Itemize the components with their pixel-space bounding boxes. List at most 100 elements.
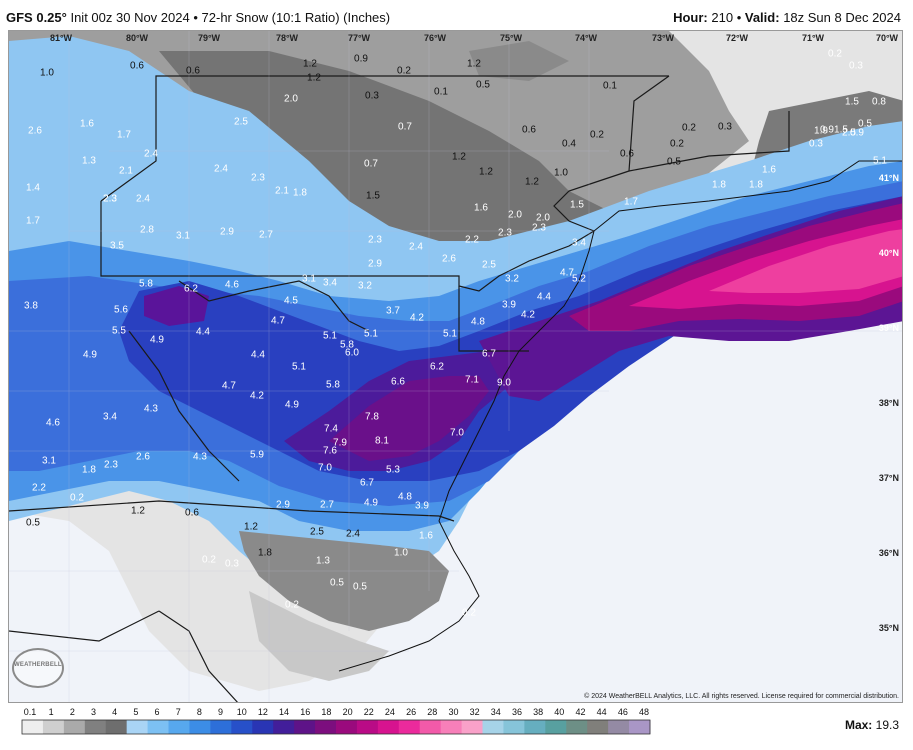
snowfall-value-label: 0.2 xyxy=(828,49,842,60)
snowfall-value-label: 2.4 xyxy=(409,242,423,253)
scale-tick-label: 44 xyxy=(597,707,607,717)
snowfall-value-labels: 1.0 0.6 0.6 1.2 1.2 0.9 0.2 1.2 0.5 0.1 0.3 1.6 2.6 1… xyxy=(24,49,887,619)
snowfall-value-label: 0.8 xyxy=(872,97,886,108)
snowfall-value-label: 1.8 xyxy=(293,188,307,199)
hour-value: 210 xyxy=(711,10,734,25)
snowfall-value-label: 0.6 xyxy=(185,508,199,519)
snowfall-value-label: 4.3 xyxy=(144,404,158,415)
scale-swatch xyxy=(273,720,295,734)
scale-tick-label: 2 xyxy=(70,707,75,717)
snowfall-value-label: 2.9 xyxy=(220,227,234,238)
snowfall-value-label: 4.7 xyxy=(222,381,236,392)
snowfall-value-label: 0.5 xyxy=(858,119,872,130)
scale-swatch xyxy=(545,720,567,734)
scale-tick-label: 8 xyxy=(197,707,202,717)
snow-band-nc2 xyxy=(249,591,389,681)
scale-swatch xyxy=(629,720,651,734)
snowfall-value-label: 2.9 xyxy=(276,500,290,511)
scale-tick-label: 32 xyxy=(470,707,480,717)
snowfall-value-label: 3.9 xyxy=(502,300,516,311)
snowfall-value-label: 0.3 xyxy=(809,139,823,150)
snowfall-value-label: 3.2 xyxy=(505,274,519,285)
latitude-ticks: 41°N 40°N 39°N 38°N 37°N 36°N 35°N xyxy=(879,173,899,633)
longitude-tick: 78°W xyxy=(276,33,299,43)
scale-tick-label: 18 xyxy=(321,707,331,717)
county-grid-v xyxy=(68,31,590,702)
scale-border xyxy=(21,719,651,735)
snowfall-value-label: 2.3 xyxy=(532,223,546,234)
scale-swatch xyxy=(587,720,609,734)
longitude-tick: 72°W xyxy=(726,33,749,43)
scale-tick-label: 42 xyxy=(575,707,585,717)
longitude-tick: 70°W xyxy=(876,33,899,43)
snowfall-value-label: 2.3 xyxy=(103,194,117,205)
snowfall-value-label: 1.2 xyxy=(131,506,145,517)
snowfall-value-label: 0.2 xyxy=(285,600,299,611)
header-bar: GFS 0.25° Init 00z 30 Nov 2024 • 72-hr S… xyxy=(0,0,913,30)
snowfall-value-label: 0.3 xyxy=(225,559,239,570)
snowfall-value-label: 0.7 xyxy=(364,159,378,170)
snowfall-value-label: 0.2 xyxy=(202,555,216,566)
snowfall-value-label: 1.8 xyxy=(749,180,763,191)
snowfall-value-label: 0.4 xyxy=(562,139,576,150)
snowfall-value-label: 3.9 xyxy=(415,501,429,512)
scale-swatch xyxy=(566,720,588,734)
snowfall-value-label: 0.6 xyxy=(522,125,536,136)
snowfall-value-label: 0.1 xyxy=(434,87,448,98)
snowfall-value-label: 4.5 xyxy=(284,296,298,307)
longitude-tick: 71°W xyxy=(802,33,825,43)
scale-tick-label: 4 xyxy=(112,707,117,717)
snowfall-value-label: 3.5 xyxy=(110,241,124,252)
snow-band-2 xyxy=(159,51,609,246)
wv-va-border xyxy=(128,330,240,482)
scale-swatch xyxy=(336,720,358,734)
scale-swatch xyxy=(440,720,463,734)
snowfall-value-label: 1.7 xyxy=(117,130,131,141)
snowfall-value-label: 0.3 xyxy=(365,91,379,102)
snowfall-value-label: 2.3 xyxy=(103,194,117,205)
scale-tick-label: 9 xyxy=(218,707,223,717)
scale-tick-label: 10 xyxy=(237,707,247,717)
snowfall-value-label: 2.2 xyxy=(465,235,479,246)
longitude-tick: 75°W xyxy=(500,33,523,43)
latitude-tick: 40°N xyxy=(879,248,899,258)
color-scale-legend: 0.1 1 2 3 4 5 6 7 8 9 10 12 14 16 18 20 22 24 26 28 30 32 34 36… xyxy=(21,707,651,735)
snowfall-value-label: 1.2 xyxy=(525,177,539,188)
latitude-tick: 36°N xyxy=(879,548,899,558)
snowfall-value-label: 0.7 xyxy=(398,122,412,133)
snowfall-value-label: 6.7 xyxy=(360,478,374,489)
scale-tick-label: 30 xyxy=(448,707,458,717)
snowfall-value-label: 2.5 xyxy=(234,117,248,128)
coastline xyxy=(338,160,902,672)
snowfall-value-label: 1.4 xyxy=(26,183,40,194)
snowfall-value-label: 0.2 xyxy=(670,139,684,150)
longitude-tick: 79°W xyxy=(198,33,221,43)
latitude-tick: 35°N xyxy=(879,623,899,633)
snowfall-value-label: 5.9 xyxy=(250,450,264,461)
snowfall-value-label: 0.9 xyxy=(354,54,368,65)
snowfall-value-label: 2.1 xyxy=(119,166,133,177)
county-lines xyxy=(9,31,902,702)
snowfall-value-label: 7.8 xyxy=(365,412,379,423)
scale-tick-label: 1 xyxy=(49,707,54,717)
scale-tick-label: 36 xyxy=(512,707,522,717)
scale-swatch xyxy=(503,720,525,734)
snowfall-value-label: 5.1 xyxy=(443,329,457,340)
scale-tick-label: 24 xyxy=(385,707,395,717)
snowfall-value-label: 3.1 xyxy=(176,231,190,242)
snowfall-value-label: 4.4 xyxy=(196,327,210,338)
model-name: GFS 0.25° xyxy=(6,10,67,25)
longitude-tick: 80°W xyxy=(126,33,149,43)
snowfall-value-label: 2.3 xyxy=(104,460,118,471)
snowfall-value-label: 3.1 xyxy=(42,456,56,467)
snowfall-value-label: 0.5 xyxy=(353,582,367,593)
snowfall-value-label: 2.7 xyxy=(320,500,334,511)
tn-border xyxy=(9,610,160,642)
snowfall-value-label: 0.5 xyxy=(26,518,40,529)
latitude-tick: 37°N xyxy=(879,473,899,483)
snowfall-value-label: 1.0 xyxy=(394,548,408,559)
snowfall-value-label: 8.1 xyxy=(375,436,389,447)
longitude-tick: 76°W xyxy=(424,33,447,43)
snowfall-value-label: 2.6 xyxy=(442,254,456,265)
snowfall-value-label: 3.1 xyxy=(302,274,316,285)
